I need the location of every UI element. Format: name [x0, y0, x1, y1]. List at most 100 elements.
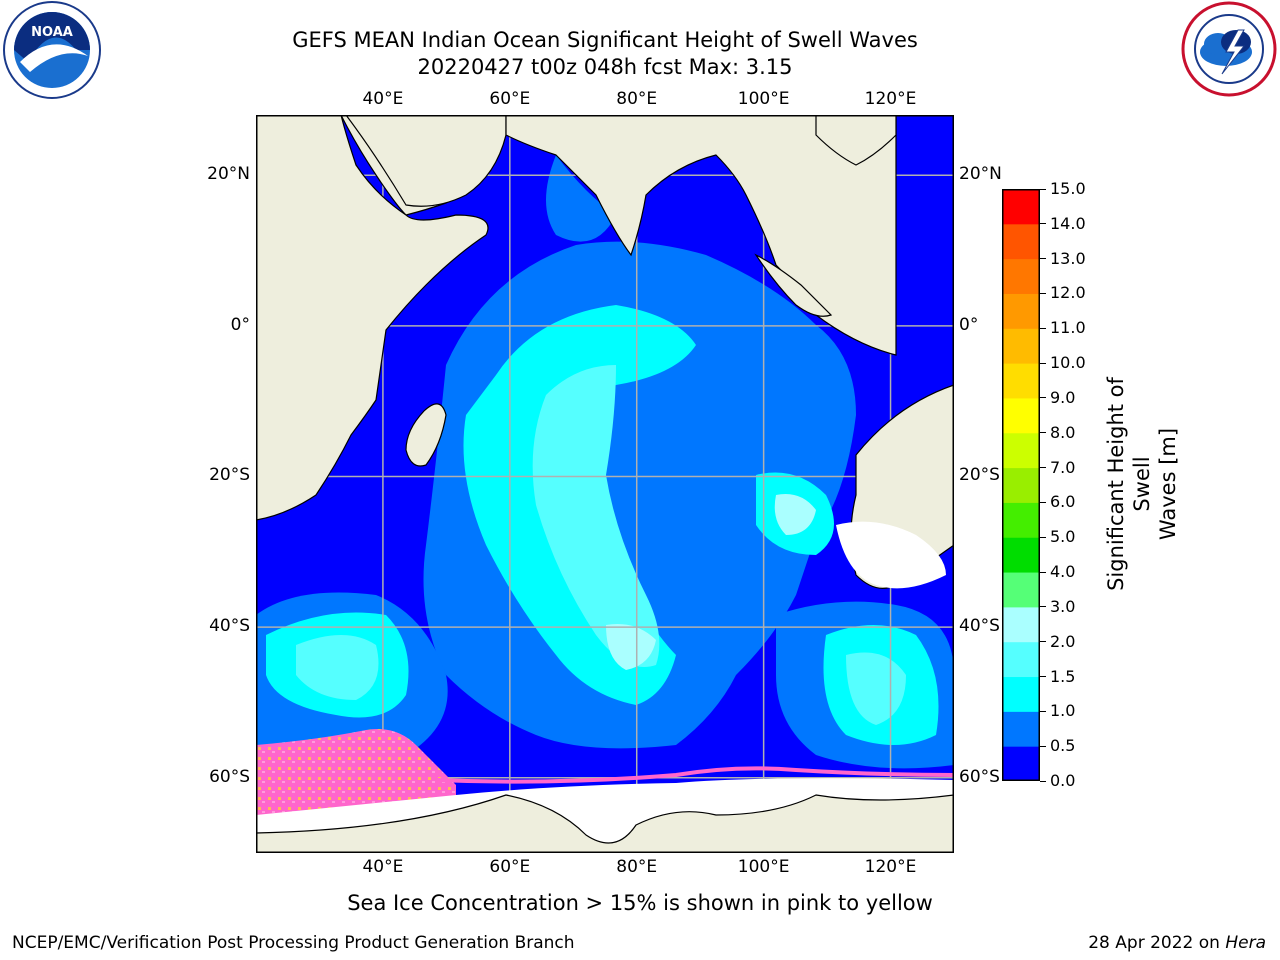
colorbar-segment — [1002, 328, 1040, 364]
lat-tick-left: 20°S — [209, 465, 250, 486]
colorbar-tick-mark — [1040, 641, 1046, 643]
swell-band-3b — [296, 635, 379, 700]
map-panel — [256, 115, 954, 853]
colorbar-tick-mark — [1040, 223, 1046, 225]
colorbar-tick-mark — [1040, 258, 1046, 260]
colorbar-segment — [1002, 676, 1040, 712]
colorbar-segment — [1002, 397, 1040, 434]
lon-tick-bottom: 100°E — [737, 857, 790, 877]
colorbar-label: Significant Height of Swell Waves [m] — [1104, 377, 1180, 591]
colorbar-segment — [1002, 746, 1040, 782]
colorbar-tick-mark — [1040, 432, 1046, 434]
lon-tick-top: 100°E — [737, 89, 790, 109]
lon-tick-top: 120°E — [864, 89, 917, 109]
sea-ice-west — [256, 729, 456, 820]
colorbar-tick-mark — [1040, 745, 1046, 747]
colorbar-tick-label: 12.0 — [1050, 283, 1086, 303]
noaa-logo-text: NOAA — [31, 25, 73, 40]
colorbar-tick-label: 14.0 — [1050, 213, 1086, 233]
lat-tick-right: 40°S — [959, 616, 1000, 637]
noaa-logo: NOAA — [0, 0, 108, 102]
nws-logo — [1178, 0, 1280, 100]
colorbar-frame — [1002, 189, 1040, 781]
colorbar-segment — [1002, 432, 1040, 469]
colorbar-tick-label: 10.0 — [1050, 353, 1086, 373]
colorbar-tick-mark — [1040, 780, 1046, 782]
swell-band-3 — [532, 365, 660, 667]
colorbar-tick-label: 15.0 — [1050, 179, 1086, 198]
colorbar-tick-label: 5.0 — [1050, 527, 1076, 547]
map-canvas — [256, 115, 954, 853]
footer-host: Hera — [1225, 933, 1266, 953]
lat-tick-right: 20°S — [959, 465, 1000, 486]
footer-date: 28 Apr 2022 on Hera — [1088, 933, 1266, 953]
lat-tick-right: 0° — [959, 314, 979, 335]
lon-tick-bottom: 60°E — [489, 857, 531, 877]
colorbar-tick-mark — [1040, 536, 1046, 538]
lat-tick-right: 60°S — [959, 766, 1000, 787]
sea-ice-note: Sea Ice Concentration > 15% is shown in … — [347, 891, 933, 915]
lat-tick-right: 20°N — [959, 164, 1002, 185]
colorbar-tick-label: 8.0 — [1050, 422, 1076, 442]
colorbar-tick-mark — [1040, 606, 1046, 608]
sea-ice-edge — [435, 766, 954, 784]
colorbar-tick-mark — [1040, 501, 1046, 503]
map-frame — [256, 115, 954, 853]
lon-tick-top: 60°E — [489, 89, 531, 109]
colorbar-segment — [1002, 189, 1040, 225]
colorbar-tick-label: 0.0 — [1050, 771, 1076, 790]
colorbar-segment — [1002, 711, 1040, 747]
lon-tick-bottom: 80°E — [616, 857, 658, 877]
swell-band-1d — [546, 155, 616, 242]
land-arabia — [345, 115, 507, 207]
colorbar-segment — [1002, 293, 1040, 329]
lon-tick-top: 80°E — [616, 89, 658, 109]
lon-tick-bottom: 40°E — [362, 857, 404, 877]
colorbar-segment — [1002, 572, 1040, 608]
swell-band-4b — [774, 494, 816, 535]
colorbar-tick-label: 1.0 — [1050, 701, 1076, 721]
land-antarctica — [256, 794, 954, 853]
colorbar-tick-mark — [1040, 397, 1046, 399]
lat-tick-left: 40°S — [209, 616, 250, 637]
footer-branch: NCEP/EMC/Verification Post Processing Pr… — [12, 933, 575, 953]
colorbar-tick-label: 6.0 — [1050, 492, 1076, 512]
colorbar-tick-mark — [1040, 676, 1046, 678]
colorbar-tick-label: 4.0 — [1050, 562, 1076, 582]
map-subtitle: 20220427 t00z 048h fcst Max: 3.15 — [417, 55, 793, 79]
swell-band-4 — [606, 624, 656, 670]
colorbar-tick-mark — [1040, 362, 1046, 364]
lon-tick-top: 40°E — [362, 89, 404, 109]
colorbar-tick-mark — [1040, 467, 1046, 469]
colorbar-tick-mark — [1040, 188, 1046, 190]
land-seasia — [754, 115, 897, 317]
colorbar-tick-label: 11.0 — [1050, 318, 1086, 338]
colorbar — [1002, 189, 1040, 782]
colorbar-segment — [1002, 363, 1040, 399]
colorbar-tick-mark — [1040, 571, 1046, 573]
colorbar-tick-mark — [1040, 710, 1046, 712]
colorbar-tick-label: 13.0 — [1050, 248, 1086, 268]
colorbar-tick-label: 7.0 — [1050, 457, 1076, 477]
colorbar-tick-label: 9.0 — [1050, 387, 1076, 407]
colorbar-segment — [1002, 467, 1040, 503]
lat-tick-left: 0° — [230, 314, 250, 335]
lon-tick-bottom: 120°E — [864, 857, 917, 877]
colorbar-segment — [1002, 258, 1040, 294]
colorbar-tick-label: 2.0 — [1050, 631, 1076, 651]
land-australia-white — [836, 521, 946, 589]
lat-tick-left: 20°N — [207, 164, 250, 185]
colorbar-segment — [1002, 223, 1040, 260]
colorbar-tick-mark — [1040, 327, 1046, 329]
colorbar-tick-label: 3.0 — [1050, 596, 1076, 616]
land-madagascar — [405, 403, 447, 467]
colorbar-tick-label: 1.5 — [1050, 666, 1076, 686]
map-title: GEFS MEAN Indian Ocean Significant Heigh… — [292, 28, 918, 52]
colorbar-segment — [1002, 606, 1040, 643]
colorbar-segment — [1002, 641, 1040, 678]
colorbar-tick-mark — [1040, 292, 1046, 294]
colorbar-tick-label: 0.5 — [1050, 736, 1076, 756]
colorbar-segment — [1002, 502, 1040, 538]
lat-tick-left: 60°S — [209, 766, 250, 787]
colorbar-segment — [1002, 537, 1040, 573]
